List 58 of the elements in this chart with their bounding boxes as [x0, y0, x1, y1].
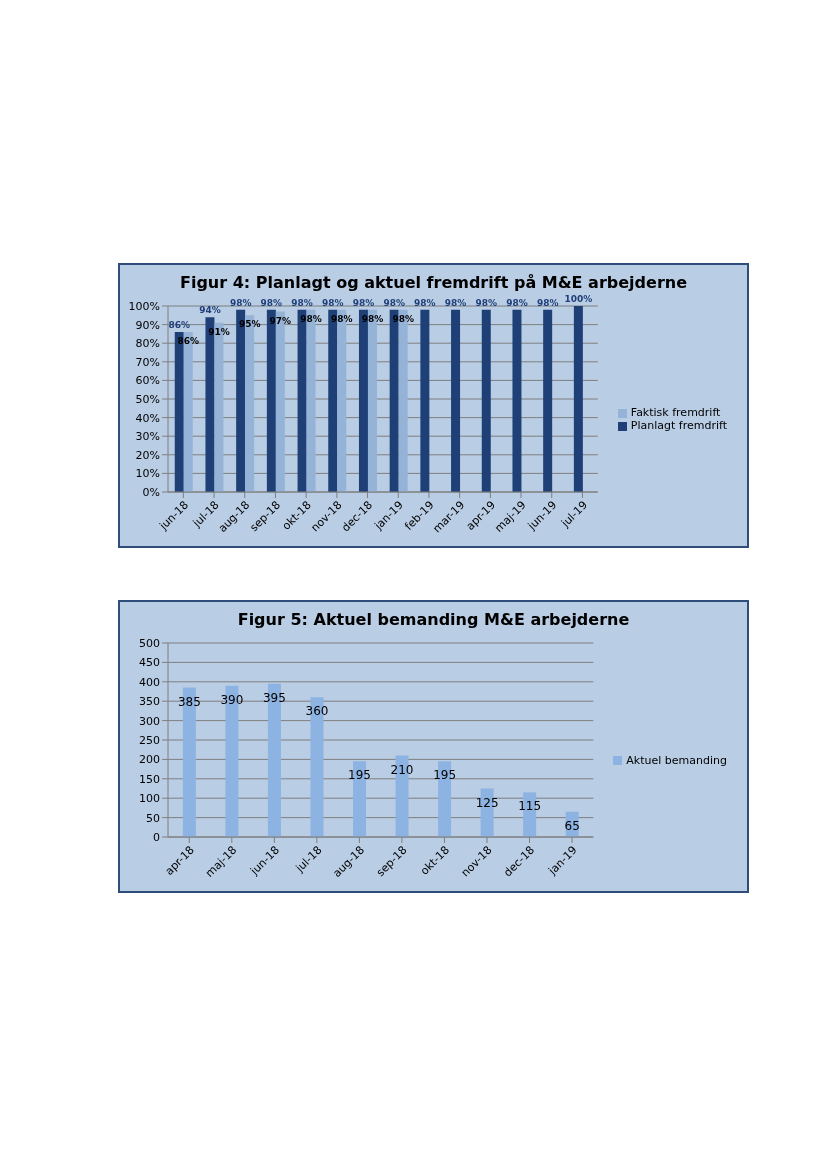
data-label: 98%	[414, 297, 436, 308]
y-tick-label: 300	[139, 714, 160, 728]
data-label: 98%	[361, 313, 384, 324]
y-tick-label: 400	[139, 675, 160, 689]
y-tick-label: 350	[139, 695, 160, 709]
data-label: 195	[433, 768, 457, 783]
data-label: 86%	[177, 336, 200, 347]
data-label: 98%	[475, 297, 498, 308]
y-tick-label: 250	[139, 733, 160, 747]
legend-label: Faktisk fremdrift	[630, 406, 721, 419]
y-tick-label: 100	[139, 792, 160, 806]
data-label: 98%	[229, 297, 252, 308]
data-label: 95%	[238, 319, 261, 330]
data-label: 98%	[444, 297, 467, 308]
data-label: 98%	[536, 297, 559, 308]
data-label: 98%	[291, 297, 313, 308]
data-label: 98%	[352, 297, 375, 308]
data-label: 98%	[260, 297, 283, 308]
data-label: 395	[263, 690, 286, 705]
data-label: 385	[177, 694, 201, 709]
data-label: 390	[220, 692, 244, 707]
chart-title: Figur 5: Aktuel bemanding M&E arbejderne	[236, 609, 631, 629]
y-tick-label: 50%	[135, 392, 160, 406]
data-label: 98%	[506, 297, 528, 308]
y-tick-label: 200	[139, 753, 160, 767]
y-tick-label: 80%	[135, 337, 160, 351]
y-tick-label: 70%	[135, 355, 160, 369]
data-label: 65	[564, 818, 580, 833]
data-label: 360	[305, 704, 329, 719]
data-label: 98%	[321, 297, 344, 308]
y-tick-label: 30%	[135, 430, 160, 444]
data-label: 94%	[199, 305, 221, 316]
y-tick-label: 50	[146, 811, 160, 825]
data-label: 100%	[564, 294, 593, 304]
y-tick-label: 150	[139, 772, 160, 786]
data-label: 125	[475, 795, 499, 810]
legend-label: Planlagt fremdrift	[630, 419, 727, 432]
data-label: 91%	[208, 326, 230, 337]
y-tick-label: 40%	[135, 411, 160, 425]
y-tick-label: 0%	[142, 485, 160, 499]
y-tick-label: 450	[139, 656, 160, 670]
data-label: 98%	[392, 313, 414, 324]
data-label: 98%	[383, 297, 405, 308]
legend-label: Aktuel bemanding	[626, 753, 727, 767]
data-label: 210	[390, 762, 414, 777]
y-tick-label: 0	[153, 830, 160, 844]
y-tick-label: 60%	[135, 374, 160, 388]
y-tick-label: 10%	[135, 467, 160, 481]
data-label: 98%	[300, 313, 322, 324]
data-label: 195	[348, 768, 371, 783]
data-label: 115	[518, 799, 542, 814]
data-label: 98%	[330, 313, 353, 324]
y-tick-label: 500	[139, 636, 160, 650]
y-tick-label: 20%	[135, 448, 160, 462]
y-tick-label: 90%	[135, 318, 160, 332]
chart-title: Figur 4: Planlagt og aktuel fremdrift på M&E arbejderne	[178, 272, 689, 292]
data-label: 97%	[269, 315, 292, 326]
y-tick-label: 100%	[128, 299, 160, 313]
